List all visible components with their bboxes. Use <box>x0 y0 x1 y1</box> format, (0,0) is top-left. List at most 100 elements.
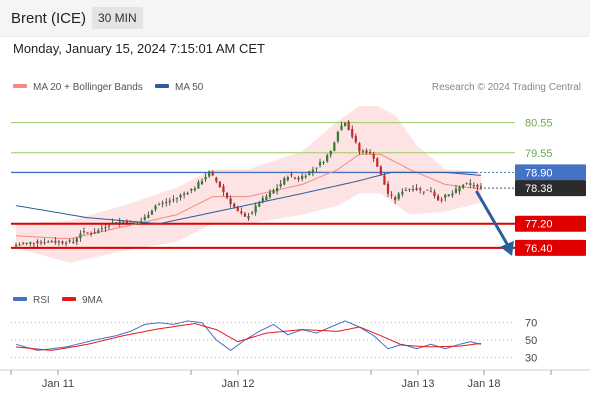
candle-body <box>283 178 286 185</box>
candle-body <box>47 241 50 243</box>
candle-body <box>93 232 96 234</box>
candle-body <box>433 191 436 197</box>
candle-body <box>279 183 282 187</box>
candle-body <box>90 233 93 235</box>
candle-body <box>379 166 382 175</box>
timeframe-badge[interactable]: 30 MIN <box>92 7 143 29</box>
candle-body <box>415 188 418 190</box>
candle-body <box>43 242 46 244</box>
candle-body <box>315 167 318 169</box>
candle-body <box>329 150 332 155</box>
candle-body <box>369 151 372 154</box>
candle-body <box>268 192 272 197</box>
candle-body <box>358 143 361 152</box>
candle-body <box>276 187 279 192</box>
candle-body <box>72 241 75 243</box>
candle-body <box>115 222 118 224</box>
price-pane: 80.55 79.55 78.90 77.20 76.40 78.38 <box>11 106 586 263</box>
candle-body <box>308 171 311 176</box>
candle-body <box>322 162 325 164</box>
candle-body <box>240 211 243 214</box>
candle-body <box>25 242 28 244</box>
candle-body <box>447 194 450 197</box>
candle-body <box>318 162 322 166</box>
candle-body <box>211 172 214 176</box>
candle-body <box>297 177 300 180</box>
level-box-78.90 <box>515 164 586 181</box>
legend-swatch-9ma <box>62 297 76 301</box>
candle-body <box>351 128 354 137</box>
rsi-legend: RSI 9MA <box>13 295 103 306</box>
candle-body <box>272 190 275 194</box>
chart-credit: Research © 2024 Trading Central <box>432 82 581 93</box>
candle-body <box>390 194 393 196</box>
candle-body <box>401 191 404 195</box>
candle-body <box>347 121 350 131</box>
candle-body <box>243 213 247 217</box>
timestamp: Monday, January 15, 2024 7:15:01 AM CET <box>13 41 265 56</box>
candle-body <box>97 230 100 234</box>
candle-body <box>394 197 397 201</box>
candle-body <box>140 220 143 224</box>
level-label-76.40: 76.40 <box>525 243 553 255</box>
level-label-78.90: 78.90 <box>525 167 553 179</box>
candle-body <box>18 244 21 246</box>
candle-body <box>168 200 171 203</box>
candle-body <box>129 221 132 223</box>
candle-body <box>293 177 297 179</box>
ma50-line <box>15 171 482 225</box>
candle-body <box>326 155 329 162</box>
candle-body <box>157 204 161 206</box>
level-label-77.20: 77.20 <box>525 219 553 231</box>
candle-body <box>343 122 347 127</box>
candle-body <box>397 193 400 200</box>
candle-body <box>258 203 261 207</box>
candle-body <box>422 191 425 193</box>
legend-swatch-rsi <box>13 297 27 301</box>
candle-body <box>340 125 343 131</box>
projection-arrow-head <box>500 240 514 256</box>
candle-body <box>122 220 125 223</box>
candle-body <box>472 185 475 187</box>
candle-body <box>479 186 483 188</box>
candle-body <box>301 175 304 180</box>
candle-body <box>250 212 254 214</box>
candle-body <box>361 150 365 152</box>
candle-body <box>165 202 168 204</box>
candle-body <box>132 222 136 224</box>
candle-body <box>107 225 111 227</box>
level-box-76.40 <box>515 239 586 256</box>
candle-body <box>22 243 25 245</box>
candle-body <box>336 131 340 142</box>
candle-body <box>465 182 468 184</box>
bollinger-band-area <box>16 106 481 263</box>
candle-body <box>161 202 164 204</box>
current-price-label: 78.38 <box>525 183 553 195</box>
candle-body <box>365 150 368 153</box>
candle-body <box>54 240 57 243</box>
candle-body <box>236 207 239 211</box>
candle-body <box>229 198 232 204</box>
candle-body <box>476 184 479 187</box>
time-tick-label: Jan 18 <box>467 378 500 390</box>
candle-body <box>204 176 207 180</box>
rsi-pane: 70 50 30 <box>11 318 537 364</box>
candle-body <box>175 197 179 199</box>
candle-body <box>32 242 35 244</box>
candle-body <box>444 194 447 198</box>
candle-body <box>14 244 18 247</box>
candle-body <box>39 242 43 244</box>
candle-body <box>222 186 225 193</box>
rsi-tick-label: 70 <box>525 318 537 330</box>
candle-body <box>261 197 264 203</box>
candle-body <box>200 181 204 184</box>
legend-label-ma20: MA 20 + Bollinger Bands <box>33 82 143 93</box>
candle-body <box>311 169 314 173</box>
candle-body <box>376 158 379 167</box>
candle-body <box>36 241 39 244</box>
candle-body <box>247 215 250 219</box>
current-price-box <box>515 180 586 197</box>
candle-body <box>254 205 257 213</box>
candle-body <box>290 174 293 176</box>
